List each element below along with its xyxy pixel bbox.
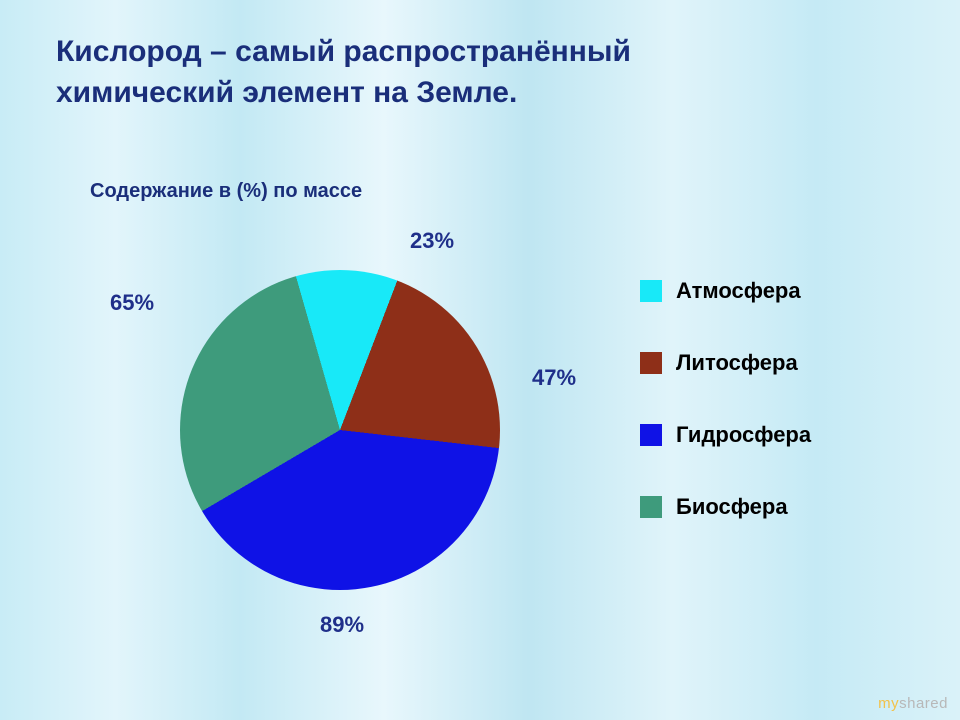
legend-swatch [640,424,662,446]
legend-swatch [640,496,662,518]
watermark-prefix: my [878,695,899,712]
chart-subtitle: Содержание в (%) по массе [90,180,362,203]
legend-item-atmosphere: Атмосфера [640,278,920,304]
pct-label-atmosphere: 23% [410,228,454,254]
pct-label-hydrosphere: 89% [320,612,364,638]
legend-swatch [640,352,662,374]
legend-item-lithosphere: Литосфера [640,350,920,376]
legend-label: Биосфера [676,494,788,520]
watermark-suffix: shared [899,695,948,712]
legend-item-biosphere: Биосфера [640,494,920,520]
watermark: myshared [878,695,948,712]
legend-swatch [640,280,662,302]
legend: Атмосфера Литосфера Гидросфера Биосфера [640,278,920,566]
pie-chart: 23%47%89%65% [170,260,510,600]
legend-item-hydrosphere: Гидросфера [640,422,920,448]
legend-label: Гидросфера [676,422,811,448]
legend-label: Атмосфера [676,278,801,304]
legend-label: Литосфера [676,350,798,376]
page-title: Кислород – самый распространённый химиче… [56,32,806,113]
pie-disc [180,270,500,590]
pct-label-biosphere: 65% [110,290,154,316]
pct-label-lithosphere: 47% [532,365,576,391]
